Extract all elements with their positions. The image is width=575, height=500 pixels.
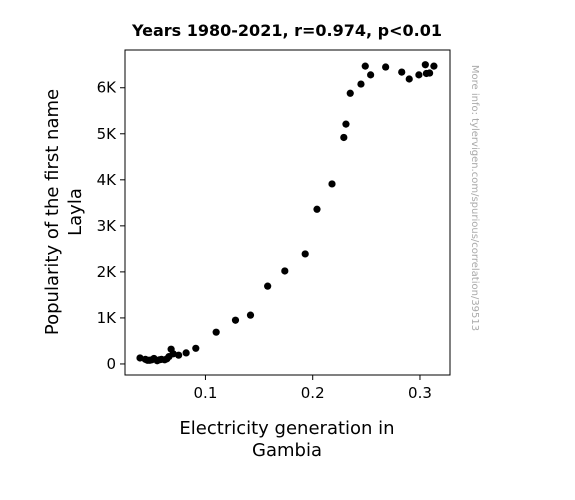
data-point — [301, 250, 309, 258]
x-tick-label: 0.3 — [408, 384, 432, 402]
data-point — [340, 133, 348, 142]
data-point — [281, 267, 289, 275]
data-point — [313, 205, 321, 213]
x-tick-label: 0.2 — [301, 384, 325, 402]
plot-frame — [124, 49, 451, 376]
data-point — [398, 68, 406, 76]
data-point — [346, 89, 354, 97]
y-tick-label: 6K — [97, 79, 118, 97]
data-point — [212, 328, 220, 336]
y-axis-label-line-2: Layla — [65, 188, 86, 236]
y-tick-label: 1K — [97, 309, 118, 327]
x-axis-label-line-2: Gambia — [252, 440, 322, 461]
x-axis-label-line-1: Electricity generation in — [179, 418, 394, 439]
data-point — [382, 63, 390, 71]
y-tick-label: 0 — [106, 355, 116, 373]
y-tick-label: 2K — [97, 263, 118, 281]
data-point — [426, 69, 434, 77]
chart-title: Years 1980-2021, r=0.974, p<0.01 — [131, 21, 442, 40]
y-axis-ticks: 0 1K 2K 3K 4K 5K 6K — [97, 79, 125, 373]
source-note: More info: tylervigen.com/spurious/corre… — [469, 65, 480, 331]
data-point — [246, 311, 255, 319]
data-point — [328, 180, 336, 188]
data-point — [264, 282, 272, 290]
data-point — [361, 62, 369, 70]
data-point — [367, 71, 375, 79]
data-point — [342, 120, 350, 128]
data-point — [415, 71, 423, 79]
x-tick-label: 0.1 — [194, 384, 218, 402]
data-point — [175, 351, 183, 359]
data-point — [357, 80, 365, 88]
data-point — [405, 75, 413, 83]
y-axis-label-line-1: Popularity of the first name — [42, 89, 63, 335]
plot-area: 0.1 0.2 0.3 0 1K 2K 3K 4K 5K 6K — [97, 49, 451, 402]
data-points — [136, 61, 438, 365]
data-point — [182, 349, 190, 357]
data-point — [192, 344, 200, 352]
data-point — [421, 61, 429, 69]
data-point — [430, 62, 438, 70]
x-axis-ticks: 0.1 0.2 0.3 — [194, 375, 432, 402]
data-point — [231, 316, 240, 324]
y-tick-label: 3K — [97, 217, 118, 235]
y-tick-label: 4K — [97, 171, 118, 189]
y-tick-label: 5K — [97, 125, 118, 143]
